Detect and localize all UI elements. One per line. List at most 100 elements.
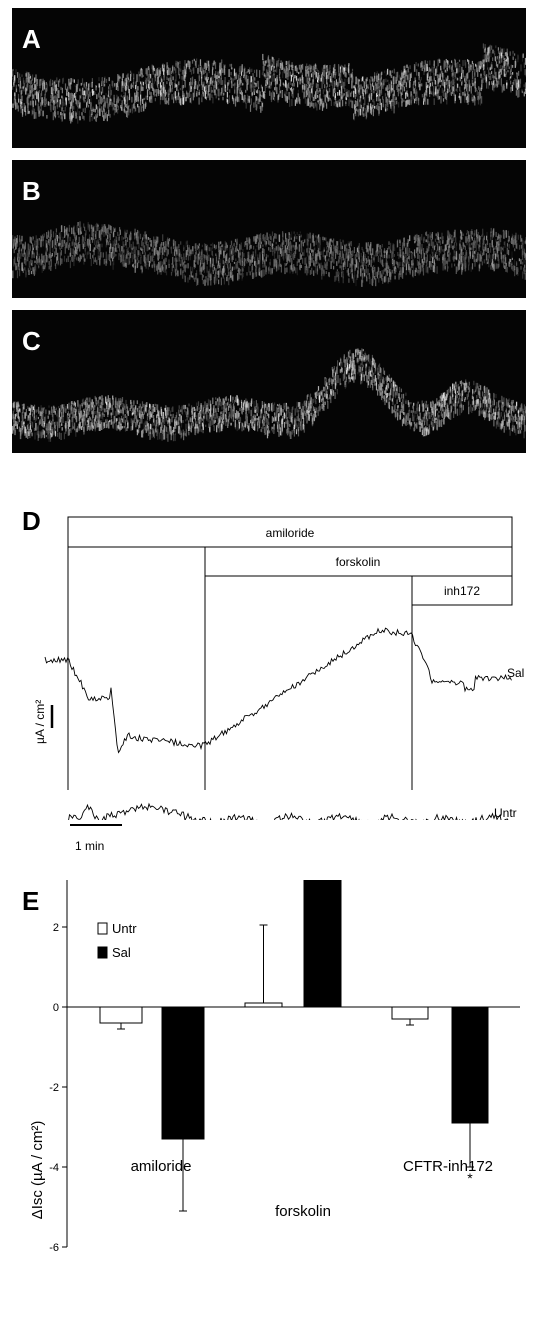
texture-speck: [212, 269, 214, 274]
texture-speck: [348, 77, 350, 84]
texture-speck: [451, 263, 453, 268]
texture-speck: [15, 84, 17, 93]
texture-speck: [307, 98, 309, 106]
texture-speck: [20, 103, 22, 109]
texture-speck: [57, 93, 59, 101]
texture-speck: [524, 253, 526, 260]
texture-speck: [290, 244, 292, 249]
texture-speck: [293, 87, 295, 91]
texture-speck: [67, 237, 69, 246]
texture-speck: [391, 102, 393, 111]
texture-speck: [362, 110, 364, 115]
texture-speck: [300, 64, 302, 73]
texture-speck: [426, 254, 428, 262]
texture-speck: [414, 240, 416, 244]
texture-speck: [418, 98, 420, 106]
texture-speck: [455, 246, 457, 254]
texture-speck: [451, 84, 453, 90]
texture-speck: [175, 68, 177, 74]
texture-speck: [132, 263, 134, 268]
texture-speck: [291, 99, 293, 107]
texture-speck: [464, 93, 466, 97]
texture-speck: [390, 104, 392, 109]
texture-speck: [265, 265, 267, 271]
texture-speck: [12, 239, 14, 242]
texture-speck: [82, 87, 84, 95]
texture-speck: [34, 92, 36, 96]
texture-speck: [367, 255, 369, 262]
texture-speck: [399, 249, 401, 257]
texture-speck: [446, 79, 448, 82]
texture-speck: [181, 76, 183, 80]
texture-speck: [279, 68, 281, 75]
texture-speck: [149, 238, 151, 243]
texture-speck: [349, 263, 351, 268]
texture-speck: [356, 108, 358, 111]
texture-speck: [496, 77, 498, 86]
texture-speck: [233, 98, 235, 105]
texture-speck: [406, 89, 408, 93]
texture-speck: [494, 68, 496, 75]
texture-speck: [258, 237, 260, 240]
texture-speck: [474, 237, 476, 246]
texture-speck: [109, 84, 111, 87]
texture-speck: [251, 92, 253, 96]
texture-speck: [508, 249, 510, 256]
texture-speck: [43, 255, 45, 263]
texture-speck: [256, 262, 258, 269]
texture-speck: [53, 103, 55, 111]
texture-speck: [392, 102, 394, 107]
texture-speck: [447, 60, 449, 64]
texture-speck: [483, 64, 485, 67]
texture-speck: [184, 69, 186, 76]
texture-speck: [394, 99, 396, 105]
texture-speck: [52, 79, 54, 84]
texture-speck: [236, 260, 239, 269]
texture-speck: [426, 64, 428, 71]
texture-speck: [313, 95, 315, 98]
texture-speck: [384, 268, 386, 272]
texture-speck: [146, 236, 148, 243]
texture-speck: [35, 74, 37, 82]
texture-speck: [104, 101, 106, 107]
texture-speck: [15, 242, 17, 249]
texture-speck: [291, 89, 294, 95]
texture-speck: [471, 229, 473, 234]
texture-speck: [488, 69, 490, 78]
texture-speck: [470, 65, 472, 71]
texture-speck: [222, 260, 224, 265]
texture-speck: [432, 251, 434, 257]
texture-speck: [475, 63, 477, 67]
texture-speck: [505, 262, 507, 267]
texture-speck: [124, 99, 126, 107]
texture-speck: [92, 232, 94, 241]
texture-speck: [446, 83, 448, 91]
texture-speck: [258, 247, 260, 250]
texture-speck: [194, 60, 196, 66]
texture-speck: [49, 246, 51, 254]
texture-speck: [230, 240, 233, 246]
texture-speck: [408, 80, 411, 89]
texture-speck: [437, 78, 439, 84]
texture-speck: [391, 88, 393, 91]
texture-speck: [127, 250, 129, 255]
texture-speck: [55, 112, 57, 117]
texture-speck: [251, 264, 254, 271]
texture-speck: [289, 265, 291, 274]
texture-speck: [229, 63, 231, 67]
texture-speck: [251, 265, 253, 273]
texture-speck: [345, 97, 348, 101]
texture-speck: [338, 64, 340, 72]
texture-speck: [235, 247, 238, 253]
texture-speck: [326, 259, 328, 265]
texture-speck: [77, 222, 79, 226]
texture-speck: [374, 276, 376, 280]
texture-speck: [315, 71, 317, 77]
texture-speck: [172, 65, 174, 73]
texture-speck: [59, 243, 61, 246]
texture-speck: [322, 101, 324, 109]
texture-speck: [135, 95, 138, 102]
texture-speck: [240, 80, 242, 84]
texture-speck: [308, 256, 310, 264]
texture-speck: [38, 257, 40, 263]
